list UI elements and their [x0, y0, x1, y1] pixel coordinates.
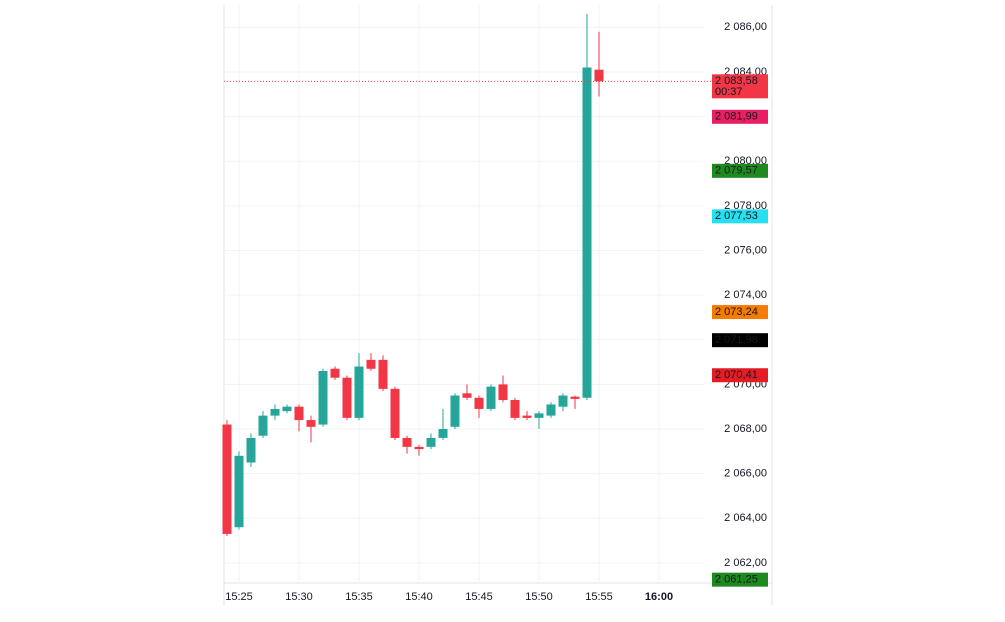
price-tag-label: 2 061,25 — [715, 574, 758, 586]
candle-body — [498, 384, 508, 401]
price-tag-label: 2 070,41 — [715, 369, 758, 381]
candle-body — [474, 397, 484, 409]
x-tick-label: 15:25 — [225, 591, 253, 603]
price-tag — [712, 209, 768, 224]
x-tick-label: 15:50 — [525, 591, 553, 603]
candle-body — [378, 359, 388, 389]
y-tick-label: 2 086,00 — [724, 21, 767, 33]
x-tick-label: 15:40 — [405, 591, 433, 603]
candle-body — [246, 437, 256, 463]
price-tag — [712, 305, 768, 320]
candle-body — [306, 420, 316, 427]
candle-body — [282, 406, 292, 412]
y-tick-label: 2 074,00 — [724, 289, 767, 301]
x-tick-label: 15:55 — [585, 591, 613, 603]
y-tick-label: 2 064,00 — [724, 512, 767, 524]
candle-body — [450, 395, 460, 427]
price-tag-label: 2 083,58 — [715, 75, 758, 87]
price-tag-label: 2 073,24 — [715, 306, 758, 318]
x-tick-label: 15:45 — [465, 591, 493, 603]
x-tick-label: 15:35 — [345, 591, 373, 603]
price-tag — [712, 163, 768, 178]
candle-body — [366, 359, 376, 369]
candle-body — [462, 393, 472, 398]
candle-body — [234, 455, 244, 528]
candle-body — [294, 406, 304, 421]
price-tag-label: 2 077,53 — [715, 210, 758, 222]
candle-body — [534, 413, 544, 418]
candle-body — [522, 415, 532, 418]
candle-body — [438, 429, 448, 438]
y-tick-label: 2 066,00 — [724, 468, 767, 480]
y-tick-label: 2 068,00 — [724, 423, 767, 435]
price-tag — [712, 109, 768, 124]
y-tick-label: 2 062,00 — [724, 557, 767, 569]
candle-body — [222, 424, 232, 534]
candle-body — [414, 446, 424, 450]
candle-body — [258, 415, 268, 436]
x-tick-label: 15:30 — [285, 591, 313, 603]
candle-body — [426, 437, 436, 447]
candle-body — [354, 366, 364, 418]
candle-body — [594, 69, 604, 82]
candle-body — [402, 437, 412, 447]
price-tag-label: 2 081,99 — [715, 111, 758, 123]
y-tick-label: 2 076,00 — [724, 244, 767, 256]
candle-body — [486, 386, 496, 409]
price-tag-countdown: 00:37 — [715, 86, 743, 98]
x-tick-label: 16:00 — [645, 591, 673, 603]
candle-body — [510, 400, 520, 418]
candle-body — [318, 370, 328, 425]
candle-body — [546, 404, 556, 416]
price-tag — [712, 333, 768, 348]
price-tag — [712, 368, 768, 383]
candle-body — [330, 368, 340, 378]
candle-body — [582, 67, 592, 398]
price-tag — [712, 572, 768, 587]
price-tag-label: 2 079,57 — [715, 165, 758, 177]
candle-body — [342, 377, 352, 418]
candle-body — [270, 408, 280, 416]
y-tick-label: 2 078,00 — [724, 200, 767, 212]
price-tag — [712, 74, 768, 99]
candle-body — [570, 396, 580, 399]
candle-body — [390, 388, 400, 438]
candle-body — [558, 395, 568, 407]
price-tag-label: 2 071,98 — [715, 334, 758, 346]
